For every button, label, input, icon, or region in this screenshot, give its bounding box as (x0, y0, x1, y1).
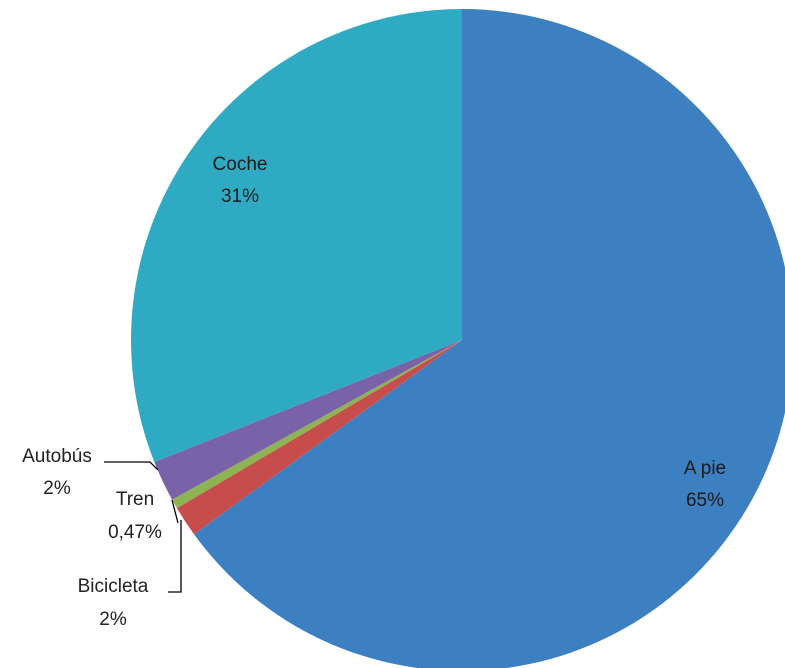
label-autobus-name: Autobús (22, 446, 92, 467)
label-coche-name: Coche (213, 154, 268, 175)
label-tren-value: 0,47% (108, 522, 162, 543)
pie-slice-coche (131, 9, 463, 463)
pie-slice-a-pie (193, 9, 785, 668)
label-leaders (104, 461, 182, 593)
label-a-pie-name: A pie (684, 458, 726, 479)
pie-slice-tren (172, 340, 463, 509)
label-tren-name: Tren (116, 489, 154, 510)
leader-line-tren (171, 499, 179, 524)
data-labels: A pie 65% Coche 31% Autobús 2% Tren 0,47… (22, 154, 726, 630)
label-bicicleta-value: 2% (99, 609, 127, 630)
label-autobus-value: 2% (43, 478, 71, 499)
label-a-pie-value: 65% (686, 490, 724, 511)
label-coche-value: 31% (221, 186, 259, 207)
label-bicicleta-name: Bicicleta (78, 576, 149, 597)
pie-slice-bicicleta (176, 340, 462, 535)
leader-line-bicicleta (168, 520, 182, 593)
pie-slice-autobus (154, 340, 462, 500)
pie-slices (131, 9, 785, 668)
leader-line-autobus (104, 461, 159, 471)
